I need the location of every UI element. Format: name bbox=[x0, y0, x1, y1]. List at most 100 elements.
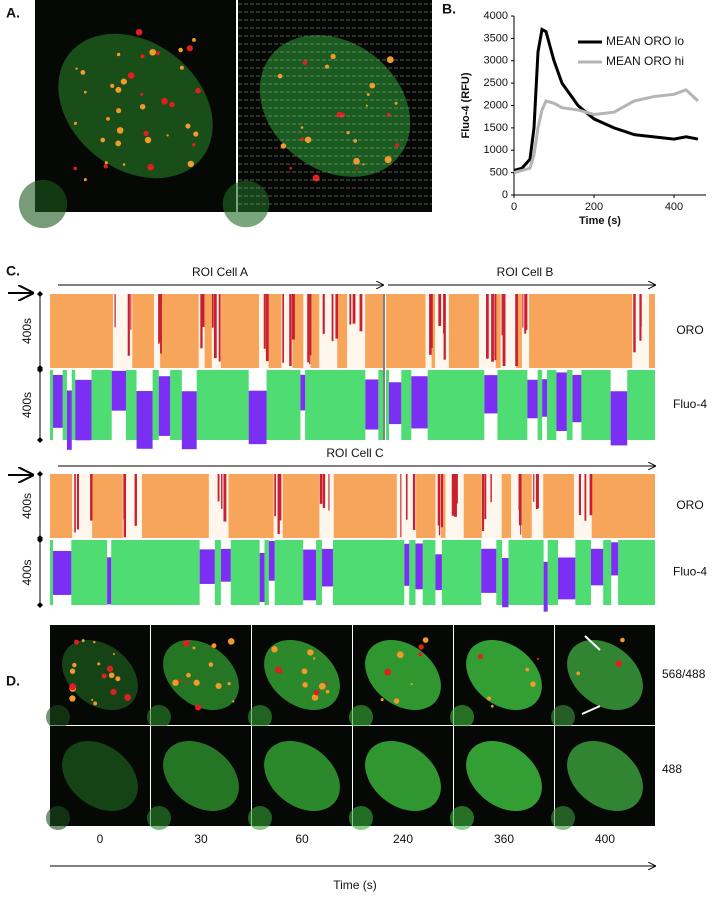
oro-line bbox=[438, 474, 441, 536]
spot bbox=[127, 72, 135, 79]
oro-line bbox=[443, 294, 446, 360]
x-axis-title: Time (s) bbox=[579, 215, 621, 227]
spot bbox=[289, 166, 293, 170]
spot bbox=[530, 681, 536, 687]
fluo-block bbox=[136, 391, 153, 449]
spot bbox=[140, 92, 144, 96]
spot bbox=[166, 134, 169, 137]
oro-line bbox=[412, 474, 416, 530]
oro-line bbox=[440, 474, 444, 528]
cell bbox=[58, 33, 213, 179]
row-label: 568/488 bbox=[662, 667, 706, 681]
fluo-block bbox=[181, 391, 197, 450]
oro-line bbox=[201, 294, 205, 327]
oro-gap bbox=[122, 474, 142, 538]
oro-gap bbox=[435, 294, 449, 368]
spot bbox=[116, 127, 124, 134]
y-tick-label: 2500 bbox=[484, 77, 508, 89]
spot bbox=[302, 682, 308, 688]
oro-line bbox=[438, 294, 442, 326]
y-tick-label: 500 bbox=[490, 167, 508, 179]
fluo-block bbox=[53, 374, 63, 428]
y-tick-label: 1500 bbox=[484, 122, 508, 134]
spot bbox=[69, 683, 77, 691]
spot bbox=[280, 143, 287, 149]
fluo-block bbox=[590, 548, 604, 586]
fluo-block bbox=[259, 553, 265, 603]
oro-line bbox=[279, 474, 282, 521]
cell-edge bbox=[248, 806, 272, 830]
channel-label: ORO bbox=[676, 323, 703, 337]
spot bbox=[97, 662, 101, 666]
spot bbox=[103, 164, 108, 169]
spot bbox=[340, 112, 345, 118]
oro-line bbox=[322, 474, 326, 509]
spot bbox=[227, 681, 231, 686]
cell bbox=[264, 639, 340, 711]
spot bbox=[115, 86, 122, 93]
fluo-block bbox=[611, 542, 619, 576]
y-tick-label: 3000 bbox=[484, 55, 508, 67]
cell-edge bbox=[18, 179, 68, 229]
spot bbox=[418, 644, 424, 650]
fluo-block bbox=[484, 375, 498, 414]
time-label: 30 bbox=[194, 832, 208, 846]
time-label: 400 bbox=[595, 832, 615, 846]
fluo-block bbox=[53, 550, 72, 595]
legend-label: MEAN ORO hi bbox=[606, 54, 684, 68]
fluo-block bbox=[404, 543, 410, 586]
spot bbox=[304, 136, 312, 143]
oro-line bbox=[322, 294, 325, 334]
oro-line bbox=[328, 474, 330, 511]
fluo-block bbox=[543, 561, 548, 612]
oro-line bbox=[639, 294, 642, 341]
spot bbox=[124, 693, 131, 701]
spot bbox=[143, 130, 149, 136]
pointer-arrow bbox=[581, 705, 601, 715]
spot bbox=[139, 104, 146, 110]
spot bbox=[185, 681, 188, 684]
spot bbox=[106, 665, 114, 672]
cell-edge bbox=[349, 806, 373, 830]
oro-line bbox=[491, 294, 494, 362]
oro-line bbox=[453, 474, 457, 517]
oro-line bbox=[160, 294, 162, 354]
oro-gap bbox=[153, 294, 161, 368]
oro-line bbox=[263, 294, 266, 349]
spot bbox=[149, 48, 156, 56]
spot bbox=[525, 667, 530, 672]
spot bbox=[227, 638, 235, 645]
oro-line bbox=[218, 294, 221, 362]
cell bbox=[264, 740, 340, 812]
spot bbox=[620, 637, 625, 643]
micrograph-pair bbox=[18, 0, 432, 229]
spot bbox=[115, 140, 122, 147]
spot bbox=[312, 657, 316, 660]
cell-edge bbox=[450, 806, 474, 830]
spot bbox=[69, 695, 76, 702]
duration-label: 400s bbox=[20, 392, 34, 418]
spot bbox=[486, 696, 492, 701]
line-chart: 0 500 1000 1500 2000 2500 3000 3500 4000 0 200 400 T… bbox=[460, 10, 706, 227]
spot bbox=[477, 653, 484, 660]
fluo-block bbox=[527, 379, 538, 419]
oro-line bbox=[525, 294, 528, 330]
timelapse-panel: 0 30 60 240 360 400 568/488 488 Time (s) bbox=[46, 625, 706, 892]
oro-gap bbox=[112, 294, 133, 368]
oro-gap bbox=[481, 474, 502, 538]
cell bbox=[163, 639, 239, 711]
fluo-block bbox=[303, 549, 317, 601]
spot bbox=[384, 156, 392, 164]
oro-line bbox=[352, 294, 356, 324]
spot bbox=[195, 704, 202, 711]
oro-line bbox=[518, 474, 522, 511]
spot bbox=[108, 672, 115, 679]
fluo-block bbox=[411, 376, 428, 429]
spot bbox=[93, 701, 98, 706]
cell bbox=[365, 740, 441, 812]
spot bbox=[418, 652, 423, 657]
cell bbox=[466, 740, 542, 812]
spot bbox=[195, 87, 201, 94]
pointer-arrow bbox=[584, 635, 601, 651]
fluo-block bbox=[435, 554, 442, 591]
